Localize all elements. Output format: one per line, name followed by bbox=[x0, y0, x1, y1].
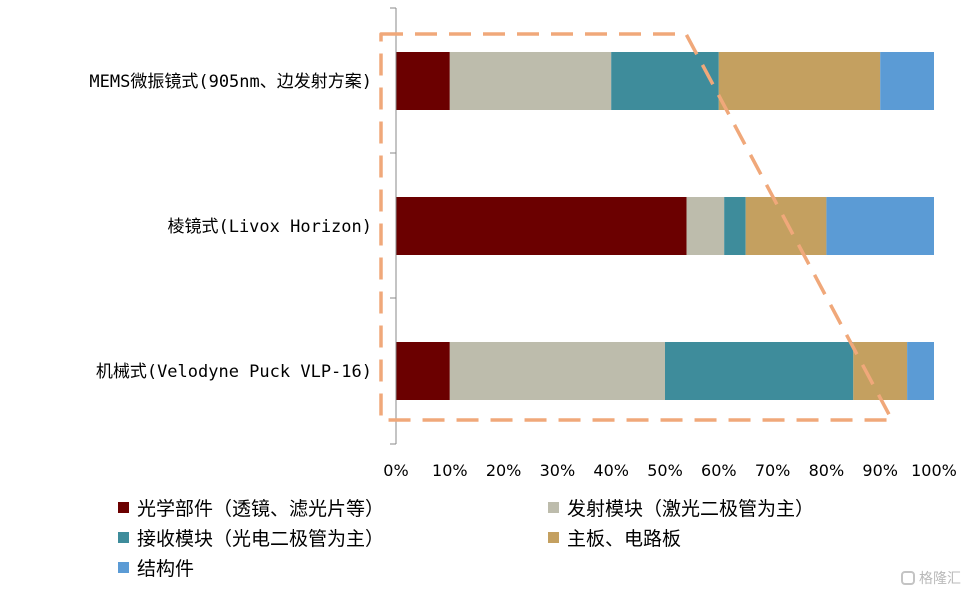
x-tick-label: 100% bbox=[911, 461, 957, 480]
y-axis-ticks bbox=[390, 7, 396, 445]
bar-segment bbox=[853, 342, 908, 400]
bar-segment bbox=[686, 197, 725, 255]
bar-segment bbox=[396, 342, 450, 400]
bar-segment bbox=[745, 197, 827, 255]
x-tick-labels: 0% 10% 20% 30% 40% 50% 60% 70% 80% 90% 100% bbox=[383, 461, 957, 480]
bar-segment bbox=[880, 52, 934, 110]
legend-swatch bbox=[548, 501, 559, 513]
legend-swatch bbox=[118, 531, 129, 543]
legend-item: 光学部件（透镜、滤光片等） bbox=[118, 494, 548, 520]
legend-swatch bbox=[118, 501, 129, 513]
legend-label: 光学部件（透镜、滤光片等） bbox=[137, 497, 385, 520]
bar-segment bbox=[724, 197, 746, 255]
legend-label: 发射模块（激光二极管为主） bbox=[567, 497, 815, 520]
legend-label: 结构件 bbox=[137, 557, 195, 580]
bar-segment bbox=[611, 52, 719, 110]
category-label: 棱镜式(Livox Horizon) bbox=[167, 217, 372, 237]
legend-item: 发射模块（激光二极管为主） bbox=[548, 494, 938, 520]
bar-segment bbox=[449, 342, 665, 400]
bar-segment bbox=[907, 342, 934, 400]
bar-segment bbox=[826, 197, 934, 255]
legend-item: 主板、电路板 bbox=[548, 524, 938, 550]
legend-item: 接收模块（光电二极管为主） bbox=[118, 524, 548, 550]
bar-segment bbox=[665, 342, 854, 400]
x-tick-label: 80% bbox=[809, 461, 845, 480]
legend-label: 接收模块（光电二极管为主） bbox=[137, 527, 385, 550]
legend: 光学部件（透镜、滤光片等） 发射模块（激光二极管为主） 接收模块（光电二极管为主） 主… bbox=[118, 494, 938, 580]
x-tick-label: 0% bbox=[383, 461, 408, 480]
legend-swatch bbox=[118, 561, 129, 573]
x-tick-label: 50% bbox=[647, 461, 683, 480]
x-tick-label: 90% bbox=[862, 461, 898, 480]
category-label: 机械式(Velodyne Puck VLP-16) bbox=[96, 362, 372, 382]
bars-layer bbox=[396, 52, 934, 400]
legend-swatch bbox=[548, 531, 559, 543]
category-labels: MEMS微振镜式(905nm、边发射方案) 棱镜式(Livox Horizon) 机… bbox=[89, 72, 372, 382]
watermark: 格隆汇 bbox=[901, 568, 961, 588]
x-tick-label: 30% bbox=[540, 461, 576, 480]
legend-item: 结构件 bbox=[118, 554, 548, 580]
x-tick-label: 70% bbox=[755, 461, 791, 480]
x-tick-label: 10% bbox=[432, 461, 468, 480]
x-tick-label: 60% bbox=[701, 461, 737, 480]
watermark-logo-icon bbox=[901, 571, 915, 585]
category-label: MEMS微振镜式(905nm、边发射方案) bbox=[89, 72, 372, 92]
bar-segment bbox=[396, 197, 687, 255]
watermark-text: 格隆汇 bbox=[919, 571, 961, 587]
x-tick-label: 20% bbox=[486, 461, 522, 480]
stacked-bar-chart: MEMS微振镜式(905nm、边发射方案) 棱镜式(Livox Horizon) 机… bbox=[89, 7, 957, 480]
bar-segment bbox=[718, 52, 881, 110]
legend-label: 主板、电路板 bbox=[567, 527, 682, 550]
x-tick-label: 40% bbox=[593, 461, 629, 480]
bar-segment bbox=[396, 52, 450, 110]
bar-segment bbox=[449, 52, 612, 110]
